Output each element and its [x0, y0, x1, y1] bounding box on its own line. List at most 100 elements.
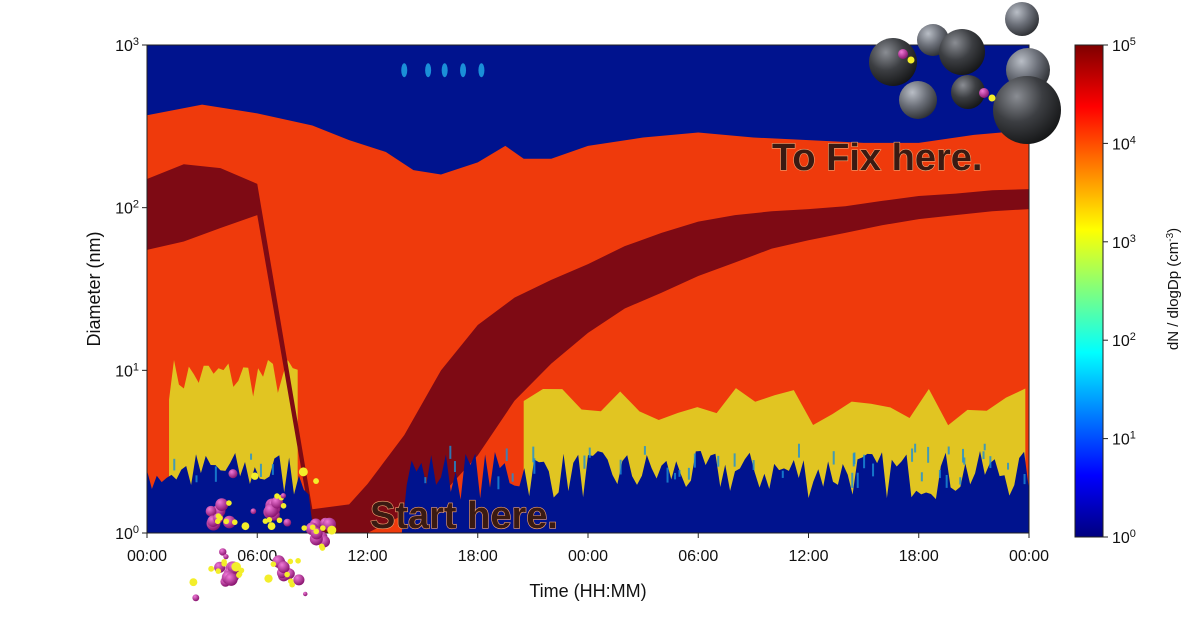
y-axis-title: Diameter (nm): [84, 231, 104, 346]
speckle: [678, 470, 681, 477]
nucleus-particle: [284, 571, 290, 578]
nucleus-particle: [283, 518, 292, 527]
nucleus-particle: [287, 558, 294, 565]
speckle: [214, 466, 217, 482]
speckle: [643, 446, 646, 455]
nucleus-particle: [231, 561, 241, 572]
speckle: [687, 467, 690, 480]
nucleus-particle: [280, 503, 287, 509]
x-tick-label: 00:00: [127, 548, 167, 565]
colorbar-tick-label: 103: [1112, 233, 1136, 252]
y-tick-label: 100: [115, 524, 139, 543]
colorbar-tick-label: 100: [1112, 528, 1136, 547]
speckle: [982, 451, 985, 460]
speckle: [717, 455, 720, 467]
y-axis-ticks: 100 101 102 103: [115, 36, 147, 543]
nucleus-particle: [327, 525, 337, 535]
speckle: [532, 446, 535, 463]
nucleus-particle: [250, 508, 257, 515]
x-tick-label: 12:00: [788, 548, 828, 565]
x-tick-label: 18:00: [899, 548, 939, 565]
speckle: [797, 443, 800, 458]
nucleus-particle: [262, 518, 269, 524]
speckle: [962, 448, 965, 463]
speckle: [666, 467, 669, 483]
speckle: [947, 446, 950, 455]
speckle: [1023, 473, 1026, 485]
x-tick-label: 00:00: [568, 548, 608, 565]
speckle: [693, 453, 696, 468]
grown-particle: [951, 75, 985, 109]
grown-particle: [939, 29, 985, 75]
x-axis-title: Time (HH:MM): [529, 581, 646, 601]
heatmap-peak-growth-banana: [147, 164, 1029, 533]
nucleus-particle: [236, 572, 242, 578]
speckle: [863, 454, 866, 469]
nucleus-particle: [224, 573, 238, 586]
nucleus-particle: [280, 493, 287, 499]
speckle: [478, 63, 485, 78]
nucleus-particle: [189, 578, 198, 587]
speckle: [583, 455, 586, 469]
speckle: [449, 445, 452, 459]
nucleus-particle: [215, 498, 229, 512]
nucleus-particle: [274, 493, 280, 499]
nucleus-particle: [276, 517, 283, 524]
x-tick-label: 12:00: [347, 548, 387, 565]
heatmap-speckles: [173, 63, 1026, 490]
y-tick-label: 101: [115, 361, 139, 380]
speckle: [914, 443, 917, 453]
annotation-fix-here: To Fix here.: [772, 137, 982, 179]
nucleus-particle: [215, 568, 222, 574]
speckle: [851, 472, 854, 488]
colorbar-tick-label: 102: [1112, 331, 1136, 350]
grown-particle: [899, 81, 937, 119]
speckle: [911, 448, 914, 462]
speckle: [945, 474, 948, 488]
speckle: [424, 477, 427, 484]
speckle: [752, 460, 755, 471]
speckle: [674, 472, 677, 480]
colorbar-tick-label: 104: [1112, 134, 1136, 153]
speckle: [856, 472, 859, 488]
x-axis-ticks: 00:00 06:00 12:00 18:00 00:00 06:00 12:00 18:00…: [127, 533, 1049, 565]
nucleus-particle: [313, 528, 320, 535]
nucleus-particle: [318, 543, 325, 550]
speckle: [927, 446, 930, 463]
x-tick-label: 00:00: [1009, 548, 1049, 565]
nucleus-particle: [289, 581, 295, 588]
nucleus-particle: [231, 519, 238, 526]
nucleus-particle: [293, 574, 305, 586]
grown-particles-illustration: [869, 2, 1061, 144]
nucleating-particles-illustration: [189, 467, 337, 602]
speckle: [852, 453, 855, 467]
nucleus-particle: [298, 467, 308, 477]
colorbar: [1074, 44, 1104, 538]
nucleus-particle: [309, 524, 316, 531]
grown-particle: [993, 76, 1061, 144]
nucleus-particle: [267, 522, 276, 531]
nucleus-particle: [192, 594, 200, 602]
grown-particle-seed: [988, 94, 996, 102]
x-tick-label: 06:00: [678, 548, 718, 565]
nucleus-particle: [270, 561, 277, 567]
colorbar-ticks: 100 101 102 103 104 105: [1103, 36, 1136, 547]
speckle: [963, 457, 966, 465]
speckle: [832, 451, 835, 465]
nucleus-particle: [205, 505, 217, 517]
speckle: [453, 461, 456, 472]
speckle: [959, 477, 962, 485]
speckle: [533, 458, 536, 474]
nucleus-particle: [226, 500, 232, 506]
speckle: [259, 463, 262, 477]
nucleus-particle: [208, 565, 215, 572]
nucleus-particle: [241, 522, 250, 531]
speckle: [441, 63, 448, 78]
speckle: [505, 448, 508, 462]
nucleus-particle: [295, 558, 301, 564]
speckle: [588, 447, 591, 458]
colorbar-tick-label: 105: [1112, 36, 1136, 55]
speckle: [497, 476, 500, 490]
nucleus-particle: [320, 525, 326, 531]
